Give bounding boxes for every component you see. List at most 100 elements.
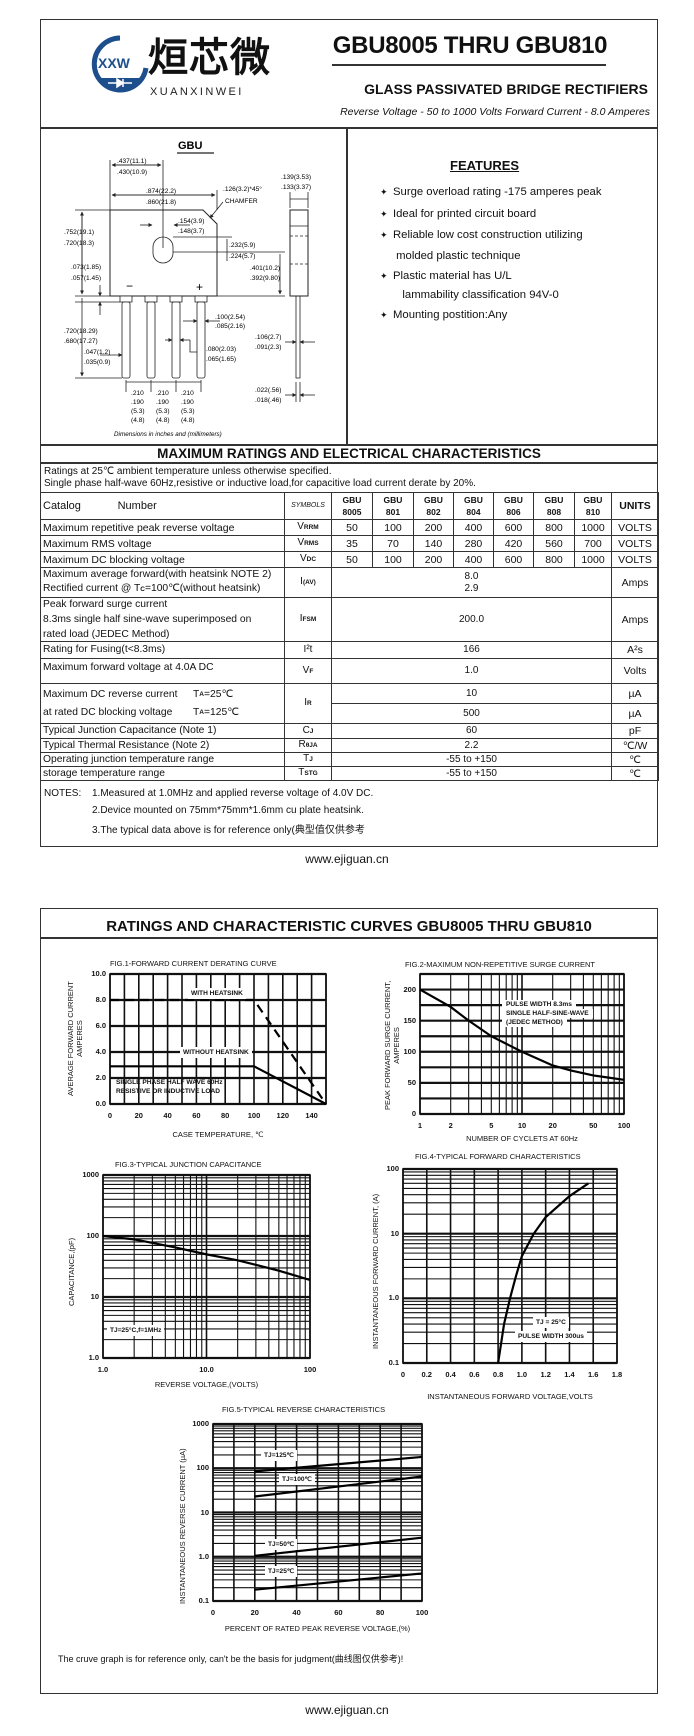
unit: Amps [621, 576, 649, 589]
symbol-subscript: FSM [302, 616, 317, 623]
symbol-subscript: (AV) [302, 579, 316, 586]
chart-title: FIG.4-TYPICAL FORWARD CHARACTERISTICS [415, 1152, 581, 1161]
cell-text: 8.3ms single half sine-wave superimposed… [43, 613, 252, 625]
x-tick-label: 1.0 [516, 1370, 528, 1379]
x-tick-label: 1.0 [97, 1365, 109, 1374]
value: 10 [465, 687, 478, 699]
logo-chinese-name: 烜芯微 [148, 36, 271, 80]
chart-3-plot [102, 1173, 311, 1360]
chart-annotation: WITHOUT HEATSINK [180, 1047, 252, 1058]
value: 600 [504, 553, 523, 566]
chart-annotation: TJ=25°C,f=1MHz [107, 1325, 165, 1336]
negative-terminal-label: − [126, 279, 133, 293]
part-prefix: GBU [583, 495, 603, 505]
header-part-cell: GBU 8005 [331, 492, 373, 520]
cell-text: Peak forward surge current [43, 598, 168, 610]
value: 400 [464, 521, 483, 534]
x-tick-label: 0.2 [421, 1370, 432, 1379]
dim-label: .224(5.7) [229, 253, 255, 260]
dim-label: .860(21.8) [146, 199, 176, 206]
y-tick-label: 4.0 [95, 1047, 106, 1056]
y-tick-label: 1000 [82, 1170, 99, 1179]
dim-label: .091(2.3) [255, 344, 281, 351]
curves-title: RATINGS AND CHARACTERISTIC CURVES GBU800… [106, 918, 592, 935]
note-3: 3.The typical data above is for referenc… [92, 825, 365, 836]
header-units: UNITS [619, 500, 651, 512]
part-prefix: GBU [342, 495, 362, 505]
y-tick-label: 0.0 [95, 1099, 106, 1108]
value: 200.0 [458, 613, 485, 625]
x-tick-label: 0 [107, 1111, 113, 1120]
x-tick-label: 0.6 [469, 1370, 480, 1379]
dimensions-note: Dimensions in inches and (millimeters) [114, 431, 222, 438]
x-tick-label: 1.4 [564, 1370, 575, 1379]
dim-label: .100(2.54) [215, 314, 245, 321]
footer-url-2[interactable]: www.ejiguan.cn [305, 1703, 389, 1717]
y-tick-label: 2.0 [95, 1073, 106, 1082]
footer-url[interactable]: www.ejiguan.cn [305, 852, 389, 866]
chart-annotation: WITH HEATSINK [188, 988, 246, 999]
dim-label: .057(1.45) [71, 275, 101, 282]
plot-frame [109, 973, 327, 1105]
header-part-cell: GBU 810 [574, 492, 612, 520]
plot-frame [419, 973, 625, 1115]
series-line-tj-50- [254, 1536, 423, 1557]
section-divider [346, 127, 348, 445]
subscript: C [140, 586, 145, 593]
y-tick-label: 100 [403, 1046, 416, 1056]
chart-annotation: PULSE WIDTH 300us [515, 1331, 587, 1342]
part-prefix: GBU [544, 495, 564, 505]
dim-label: .210 [156, 390, 169, 397]
header-catalog: Catalog [43, 500, 81, 512]
value: 60 [465, 725, 478, 736]
plot-frame [102, 1174, 311, 1359]
bullet-icon: ✦ [380, 230, 388, 240]
svg-text:XXW: XXW [98, 55, 131, 71]
y-axis-label: PEAK FORWARD SURGE CURRENT, AMPERES [383, 981, 401, 1110]
x-axis-label: PERCENT OF RATED PEAK REVERSE VOLTAGE,(%… [224, 1624, 411, 1633]
table-row: Maximum average forward(with heatsink NO… [40, 567, 659, 598]
value: 200 [424, 521, 443, 534]
unit: Amps [621, 613, 649, 626]
dim-label: .720(18.29) [64, 328, 98, 335]
x-tick-label: 10 [517, 1121, 527, 1130]
symbol: I [304, 697, 308, 708]
x-tick-label: 1 [417, 1121, 423, 1130]
header-number: Number [117, 500, 157, 512]
table-row: Typical Junction Capacitance (Note 1) CJ 6… [40, 723, 659, 739]
symbol-subscript: J [309, 727, 314, 735]
dim-label: .210 [181, 390, 194, 397]
symbol: V [302, 664, 310, 676]
x-tick-label: 50 [589, 1121, 598, 1130]
x-tick-label: 80 [221, 1111, 230, 1120]
chart-2-plot [419, 972, 625, 1116]
feature-text: Plastic material has U/L [393, 270, 512, 282]
table-row: Maximum DC blocking voltage VDC 50 100 200 40… [40, 551, 659, 568]
spec-line: Reverse Voltage - 50 to 1000 Volts Forwa… [340, 106, 650, 118]
cell-text: =25℃ [204, 688, 234, 700]
plot-frame [212, 1423, 423, 1602]
dim-label: .401(10.2) [250, 265, 280, 272]
dim-label: .874(22.2) [146, 188, 176, 195]
table-row: Maximum DC reverse current T A =25℃ at rated… [40, 683, 659, 724]
y-tick-label: 1000 [192, 1419, 209, 1428]
chart-annotation: TJ=100℃ [279, 1474, 315, 1485]
symbol: C [302, 724, 310, 736]
chart-annotation: TJ = 25°C [533, 1317, 569, 1328]
dim-label: .133(3.37) [281, 184, 311, 191]
table-row: 500 µA [41, 703, 659, 724]
value: -55 to +150 [446, 753, 497, 765]
x-tick-label: 100 [617, 1121, 631, 1130]
y-tick-label: 1.0 [388, 1293, 399, 1303]
part-prefix: GBU [464, 495, 483, 505]
value: 140 [424, 537, 443, 550]
feature-text: Reliable low cost construction utilizing [393, 229, 583, 241]
x-tick-label: 0 [210, 1608, 216, 1617]
symbol-subscript: θJA [305, 742, 318, 749]
y-axis-label-line: AVERAGE FORWARD CURRENT [66, 981, 75, 1096]
x-tick-label: 20 [250, 1608, 259, 1617]
y-tick-label: 150 [403, 1015, 416, 1025]
dim-label: .190 [131, 399, 144, 406]
x-tick-label: 1.2 [540, 1370, 551, 1379]
table-row: Maximum RMS voltage VRMS 35 70 140 280 420 560 7… [40, 535, 659, 552]
